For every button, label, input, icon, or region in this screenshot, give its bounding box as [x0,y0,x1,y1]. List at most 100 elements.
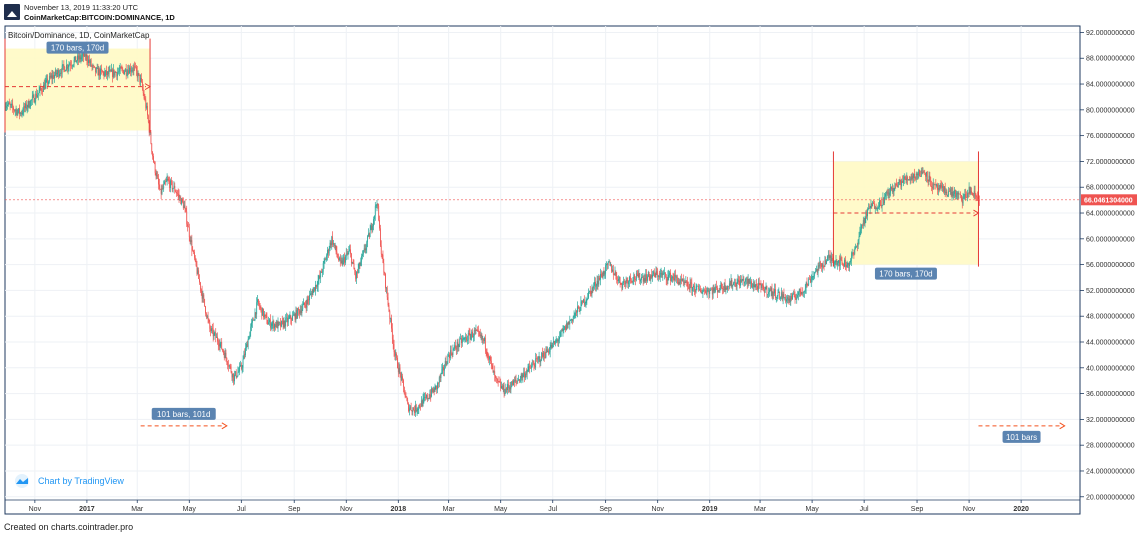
candle-body [810,278,812,283]
candle-body [29,106,31,108]
candle-body [400,372,402,381]
candle-body [928,175,930,182]
candle-body [966,197,967,198]
candle-body [467,333,469,341]
candle-body [36,93,37,98]
candle-body [190,240,192,242]
candle-body [954,189,955,194]
candle-body [101,70,103,73]
candle-body [208,319,210,322]
candle-body [6,106,8,107]
candle-body [786,297,788,300]
candle-body [348,251,350,254]
candle-body [583,299,585,305]
candle-body [349,249,351,252]
candle-body [401,376,403,381]
candle-body [60,72,62,74]
candle-body [46,78,48,81]
candle-body [455,345,456,349]
candle-body [10,104,12,105]
candle-body [647,271,649,277]
candle-body [739,280,740,286]
candle-body [115,72,117,73]
candle-body [233,373,235,382]
candle-body [393,344,395,353]
candle-body [450,350,452,354]
candle-body [942,186,944,188]
price-tick-label: 20.0000000000 [1086,494,1135,501]
candle-body [315,284,316,291]
candle-body [449,354,450,359]
candle-body [664,272,665,274]
watermark-text: Chart by TradingView [38,476,124,486]
candle-body [222,349,223,351]
candle-body [219,343,221,347]
candle-body [462,338,464,340]
candle-body [228,365,229,367]
candle-body [483,338,485,341]
candle-body [705,292,707,295]
candle-body [712,288,714,295]
candle-body [34,101,36,103]
candle-body [285,317,287,327]
candle-body [180,197,182,205]
candle-body [936,184,938,186]
candle-body [841,260,843,263]
candle-body [86,54,88,61]
candle-body [106,70,107,75]
candle-body [189,237,191,242]
candle-body [699,288,700,290]
candle-body [321,271,323,273]
candle-body [176,193,178,194]
candle-body [262,308,264,316]
candle-body [866,211,868,217]
candle-body [87,60,89,63]
candle-body [956,192,958,196]
candle-body [816,268,818,273]
candle-body [666,279,668,281]
candle-body [319,275,321,278]
candle-body [243,353,245,360]
candle-body [973,191,975,197]
candle-body [894,183,896,188]
watermark[interactable]: Chart by TradingView [15,474,124,488]
candle-body [742,279,744,281]
candle-body [579,310,581,312]
candle-body [354,269,356,274]
candle-body [196,265,198,274]
candle-body [560,330,562,332]
candle-body [130,70,132,72]
candle-body [143,92,145,99]
candle-body [772,291,774,296]
candle-body [534,366,536,368]
candle-body [543,352,545,358]
candle-body [864,217,866,224]
candle-body [25,103,26,109]
candle-body [19,112,21,114]
candle-body [312,290,314,296]
candle-body [220,342,222,344]
candle-body [373,219,374,227]
candle-body [201,290,203,299]
candle-body [678,281,680,285]
candle-body [95,67,97,73]
candle-body [390,318,392,319]
candle-body [353,263,355,270]
candle-body [467,340,468,342]
candle-body [541,352,543,361]
candle-body [490,360,492,364]
candle-body [820,262,822,264]
candle-body [345,253,347,257]
candle-body [809,278,810,280]
candle-body [529,366,531,369]
time-axis[interactable]: Nov 2017 Mar May Jul Sep Nov 2018 Mar May Jul Sep No… [29,500,1029,513]
price-chart[interactable]: 170 bars, 170d 170 bars, 170d 101 bars, 10… [0,0,1140,520]
candle-body [207,316,209,320]
candle-body [409,406,411,409]
price-axis[interactable]: 92.0000000000 88.0000000000 84.0000000000 8… [1080,30,1137,501]
candle-body [903,176,905,180]
candle-body [733,282,735,286]
candle-body [859,230,861,237]
candle-body [524,372,525,378]
candle-body [909,178,911,181]
